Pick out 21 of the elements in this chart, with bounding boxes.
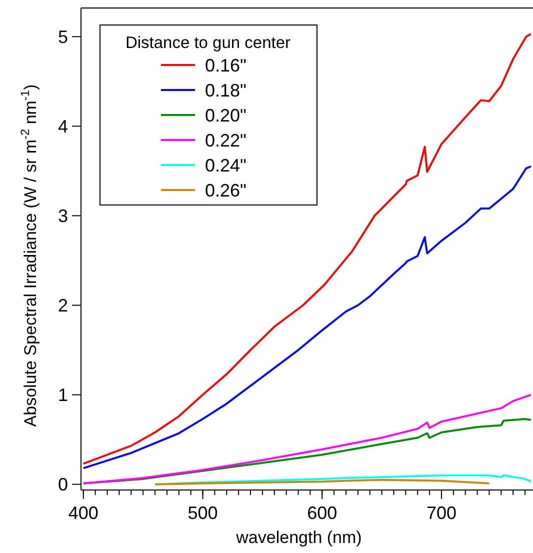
x-tick-label: 700 — [426, 503, 456, 523]
legend-label: 0.22" — [205, 130, 246, 150]
legend-title: Distance to gun center — [125, 34, 292, 52]
y-tick-label: 2 — [58, 296, 68, 316]
line-series — [82, 32, 531, 465]
x-tick-label: 500 — [188, 503, 218, 523]
x-tick-label: 400 — [68, 503, 98, 523]
legend-label: 0.20" — [205, 105, 246, 126]
y-tick-label: 0 — [58, 474, 68, 495]
y-tick-label: 5 — [58, 26, 68, 47]
x-tick-label: 600 — [307, 503, 338, 523]
legend-label: 0.18" — [205, 80, 246, 100]
legend-label: 0.26" — [205, 180, 246, 200]
y-tick-label: 3 — [58, 206, 68, 226]
legend-label: 0.16" — [205, 55, 246, 76]
y-tick-label: 1 — [58, 385, 68, 406]
line-series — [154, 474, 531, 486]
x-axis-title: wavelength (nm) — [235, 528, 362, 547]
legend-label: 0.24" — [205, 155, 246, 176]
y-tick-label: 4 — [58, 116, 68, 136]
line-series — [82, 394, 531, 484]
